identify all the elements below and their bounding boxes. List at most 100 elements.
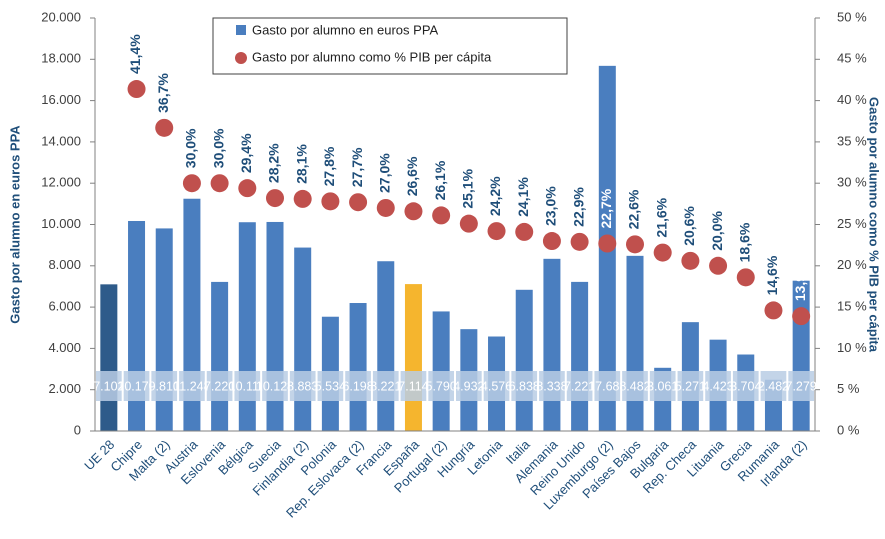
- bar: [294, 247, 312, 431]
- y-axis-label: Gasto por alumno en euros PPA: [7, 125, 22, 324]
- point-label: 21,6%: [653, 197, 669, 237]
- value-label-bg: [400, 371, 427, 401]
- y-tick-label: 4.000: [48, 340, 81, 355]
- point-label: 26,6%: [404, 156, 420, 196]
- y-tick-label: 6.000: [48, 299, 81, 314]
- value-label-bg: [234, 371, 261, 401]
- point-label: 27,0%: [376, 153, 392, 193]
- point-label: 30,0%: [210, 128, 226, 168]
- value-label: 6.198: [342, 379, 373, 393]
- point-label: 29,4%: [238, 133, 254, 173]
- point: [404, 202, 423, 221]
- value-label: 3.061: [647, 379, 678, 393]
- value-label: 8.482: [619, 379, 650, 393]
- point: [709, 256, 728, 275]
- point-label: 24,2%: [487, 176, 503, 216]
- legend-swatch: [235, 52, 247, 64]
- bar: [100, 284, 118, 431]
- point: [127, 80, 146, 99]
- value-label: 8.883: [287, 379, 318, 393]
- value-label-bg: [151, 371, 178, 401]
- point-label: 36,7%: [155, 73, 171, 113]
- value-label-bg: [96, 371, 122, 401]
- point: [792, 307, 811, 326]
- y2-tick-label: 25 %: [837, 216, 867, 231]
- point-label: 22,6%: [626, 189, 642, 229]
- value-label-bg: [677, 371, 704, 401]
- value-label: 8.221: [370, 379, 401, 393]
- bar: [404, 284, 422, 431]
- y2-tick-label: 15 %: [837, 299, 867, 314]
- y-tick-label: 14.000: [41, 133, 81, 148]
- point-label: 22,7%: [598, 188, 614, 228]
- y-tick-label: 8.000: [48, 257, 81, 272]
- y2-tick-label: 45 %: [837, 51, 867, 66]
- value-label-bg: [123, 371, 150, 401]
- value-label-bg: [594, 371, 621, 401]
- value-label: 9.810: [149, 379, 180, 393]
- point-label: 28,2%: [266, 143, 282, 183]
- value-label: 7.279: [786, 379, 817, 393]
- value-label: 7.102: [93, 379, 124, 393]
- point: [542, 232, 561, 251]
- point-label: 27,7%: [349, 147, 365, 187]
- value-label: 17.683: [588, 379, 626, 393]
- value-label-bg: [732, 371, 759, 401]
- value-label-bg: [456, 371, 482, 401]
- value-label: 7.221: [564, 379, 595, 393]
- y2-axis-label: Gasto por alumno como % PIB per cápita: [867, 97, 882, 353]
- legend-label: Gasto por alumno en euros PPA: [252, 22, 439, 37]
- value-label: 4.576: [481, 379, 512, 393]
- point-label: 30,0%: [183, 128, 199, 168]
- value-label: 4.932: [453, 379, 484, 393]
- point-label: 25,1%: [460, 168, 476, 208]
- value-label: 4.423: [702, 379, 733, 393]
- value-label-bg: [179, 371, 205, 401]
- point: [266, 189, 284, 208]
- value-label-bg: [372, 371, 399, 401]
- value-label-bg: [705, 371, 731, 401]
- point-label: 23,0%: [543, 186, 559, 226]
- y-tick-label: 20.000: [41, 9, 81, 24]
- value-label-bg: [483, 371, 510, 401]
- point: [182, 174, 201, 193]
- point-label: 20,0%: [709, 211, 725, 251]
- y2-tick-label: 20 %: [837, 257, 867, 272]
- y2-tick-label: 5 %: [837, 381, 860, 396]
- y2-tick-label: 30 %: [837, 175, 867, 190]
- bar: [349, 303, 367, 431]
- y2-tick-label: 50 %: [837, 9, 867, 24]
- value-label: 7.114: [398, 379, 428, 393]
- point: [349, 193, 368, 212]
- point: [515, 222, 534, 241]
- value-label: 11.248: [173, 379, 210, 393]
- point: [736, 268, 755, 287]
- bar: [515, 289, 533, 431]
- point: [626, 235, 644, 254]
- y-tick-label: 10.000: [41, 216, 81, 231]
- bar: [377, 261, 395, 431]
- point-label: 14,6%: [764, 255, 780, 295]
- y2-tick-label: 10 %: [837, 340, 867, 355]
- value-label: 3.704: [730, 379, 761, 393]
- bar: [792, 280, 810, 431]
- point: [210, 174, 229, 193]
- value-label: 10.123: [256, 379, 294, 393]
- value-label: 5.271: [675, 379, 706, 393]
- value-label-bg: [206, 371, 233, 401]
- point: [653, 243, 672, 262]
- value-label-bg: [788, 371, 814, 401]
- value-label-bg: [539, 371, 565, 401]
- point: [487, 222, 506, 241]
- value-label-bg: [428, 371, 454, 401]
- y-tick-label: 0: [74, 422, 81, 437]
- point-label: 18,6%: [736, 222, 752, 262]
- point: [293, 189, 312, 208]
- y-tick-label: 2.000: [48, 381, 81, 396]
- point-label: 20,6%: [681, 206, 697, 246]
- legend-box: [212, 17, 568, 75]
- y-tick-label: 16.000: [41, 92, 81, 107]
- legend-label: Gasto por alumno como % PIB per cápita: [252, 49, 492, 64]
- point: [321, 192, 340, 211]
